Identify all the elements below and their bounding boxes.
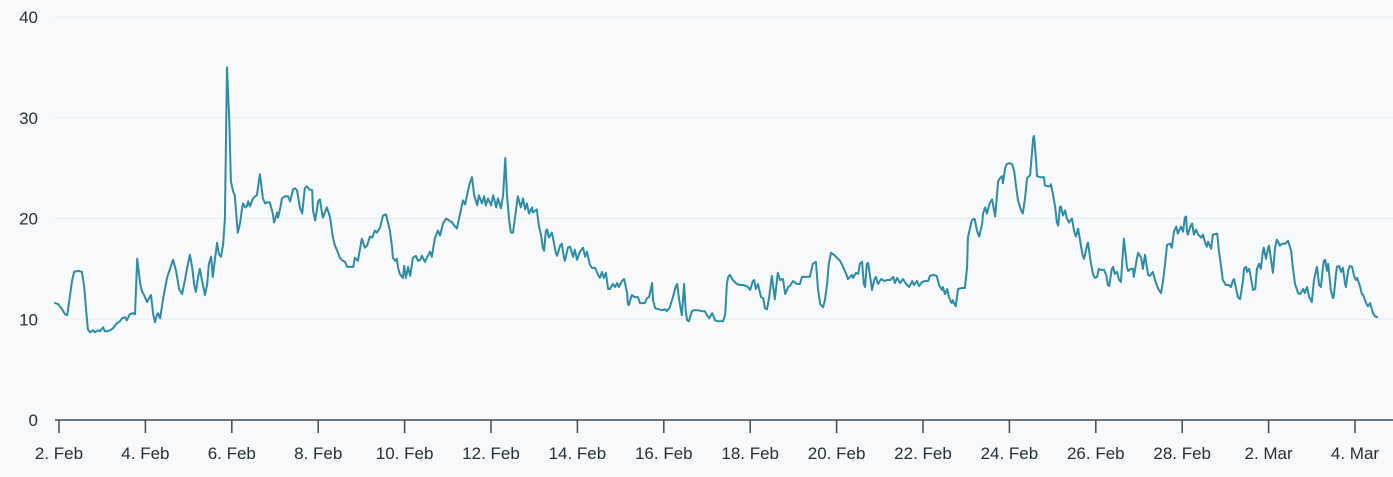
x-axis-label-26. Feb: 26. Feb bbox=[1067, 444, 1125, 463]
y-axis-label-0: 0 bbox=[29, 411, 38, 430]
x-axis-label-4. Feb: 4. Feb bbox=[121, 444, 169, 463]
x-axis-label-24. Feb: 24. Feb bbox=[981, 444, 1039, 463]
x-axis-label-22. Feb: 22. Feb bbox=[894, 444, 952, 463]
x-axis-label-20. Feb: 20. Feb bbox=[808, 444, 866, 463]
x-axis-label-14. Feb: 14. Feb bbox=[549, 444, 607, 463]
y-axis-label-30: 30 bbox=[19, 109, 38, 128]
x-axis-label-6. Feb: 6. Feb bbox=[208, 444, 256, 463]
x-axis-label-2. Feb: 2. Feb bbox=[35, 444, 83, 463]
x-axis-label-12. Feb: 12. Feb bbox=[462, 444, 520, 463]
x-axis-label-2. Mar: 2. Mar bbox=[1245, 444, 1294, 463]
x-axis-label-10. Feb: 10. Feb bbox=[376, 444, 434, 463]
series-line-value[interactable] bbox=[54, 66, 1378, 334]
x-axis-label-18. Feb: 18. Feb bbox=[721, 444, 779, 463]
x-axis-label-8. Feb: 8. Feb bbox=[294, 444, 342, 463]
y-axis-label-20: 20 bbox=[19, 210, 38, 229]
y-axis-label-40: 40 bbox=[19, 8, 38, 27]
x-axis-label-16. Feb: 16. Feb bbox=[635, 444, 693, 463]
x-axis-label-4. Mar: 4. Mar bbox=[1331, 444, 1380, 463]
y-axis-label-10: 10 bbox=[19, 310, 38, 329]
x-axis-label-28. Feb: 28. Feb bbox=[1153, 444, 1211, 463]
